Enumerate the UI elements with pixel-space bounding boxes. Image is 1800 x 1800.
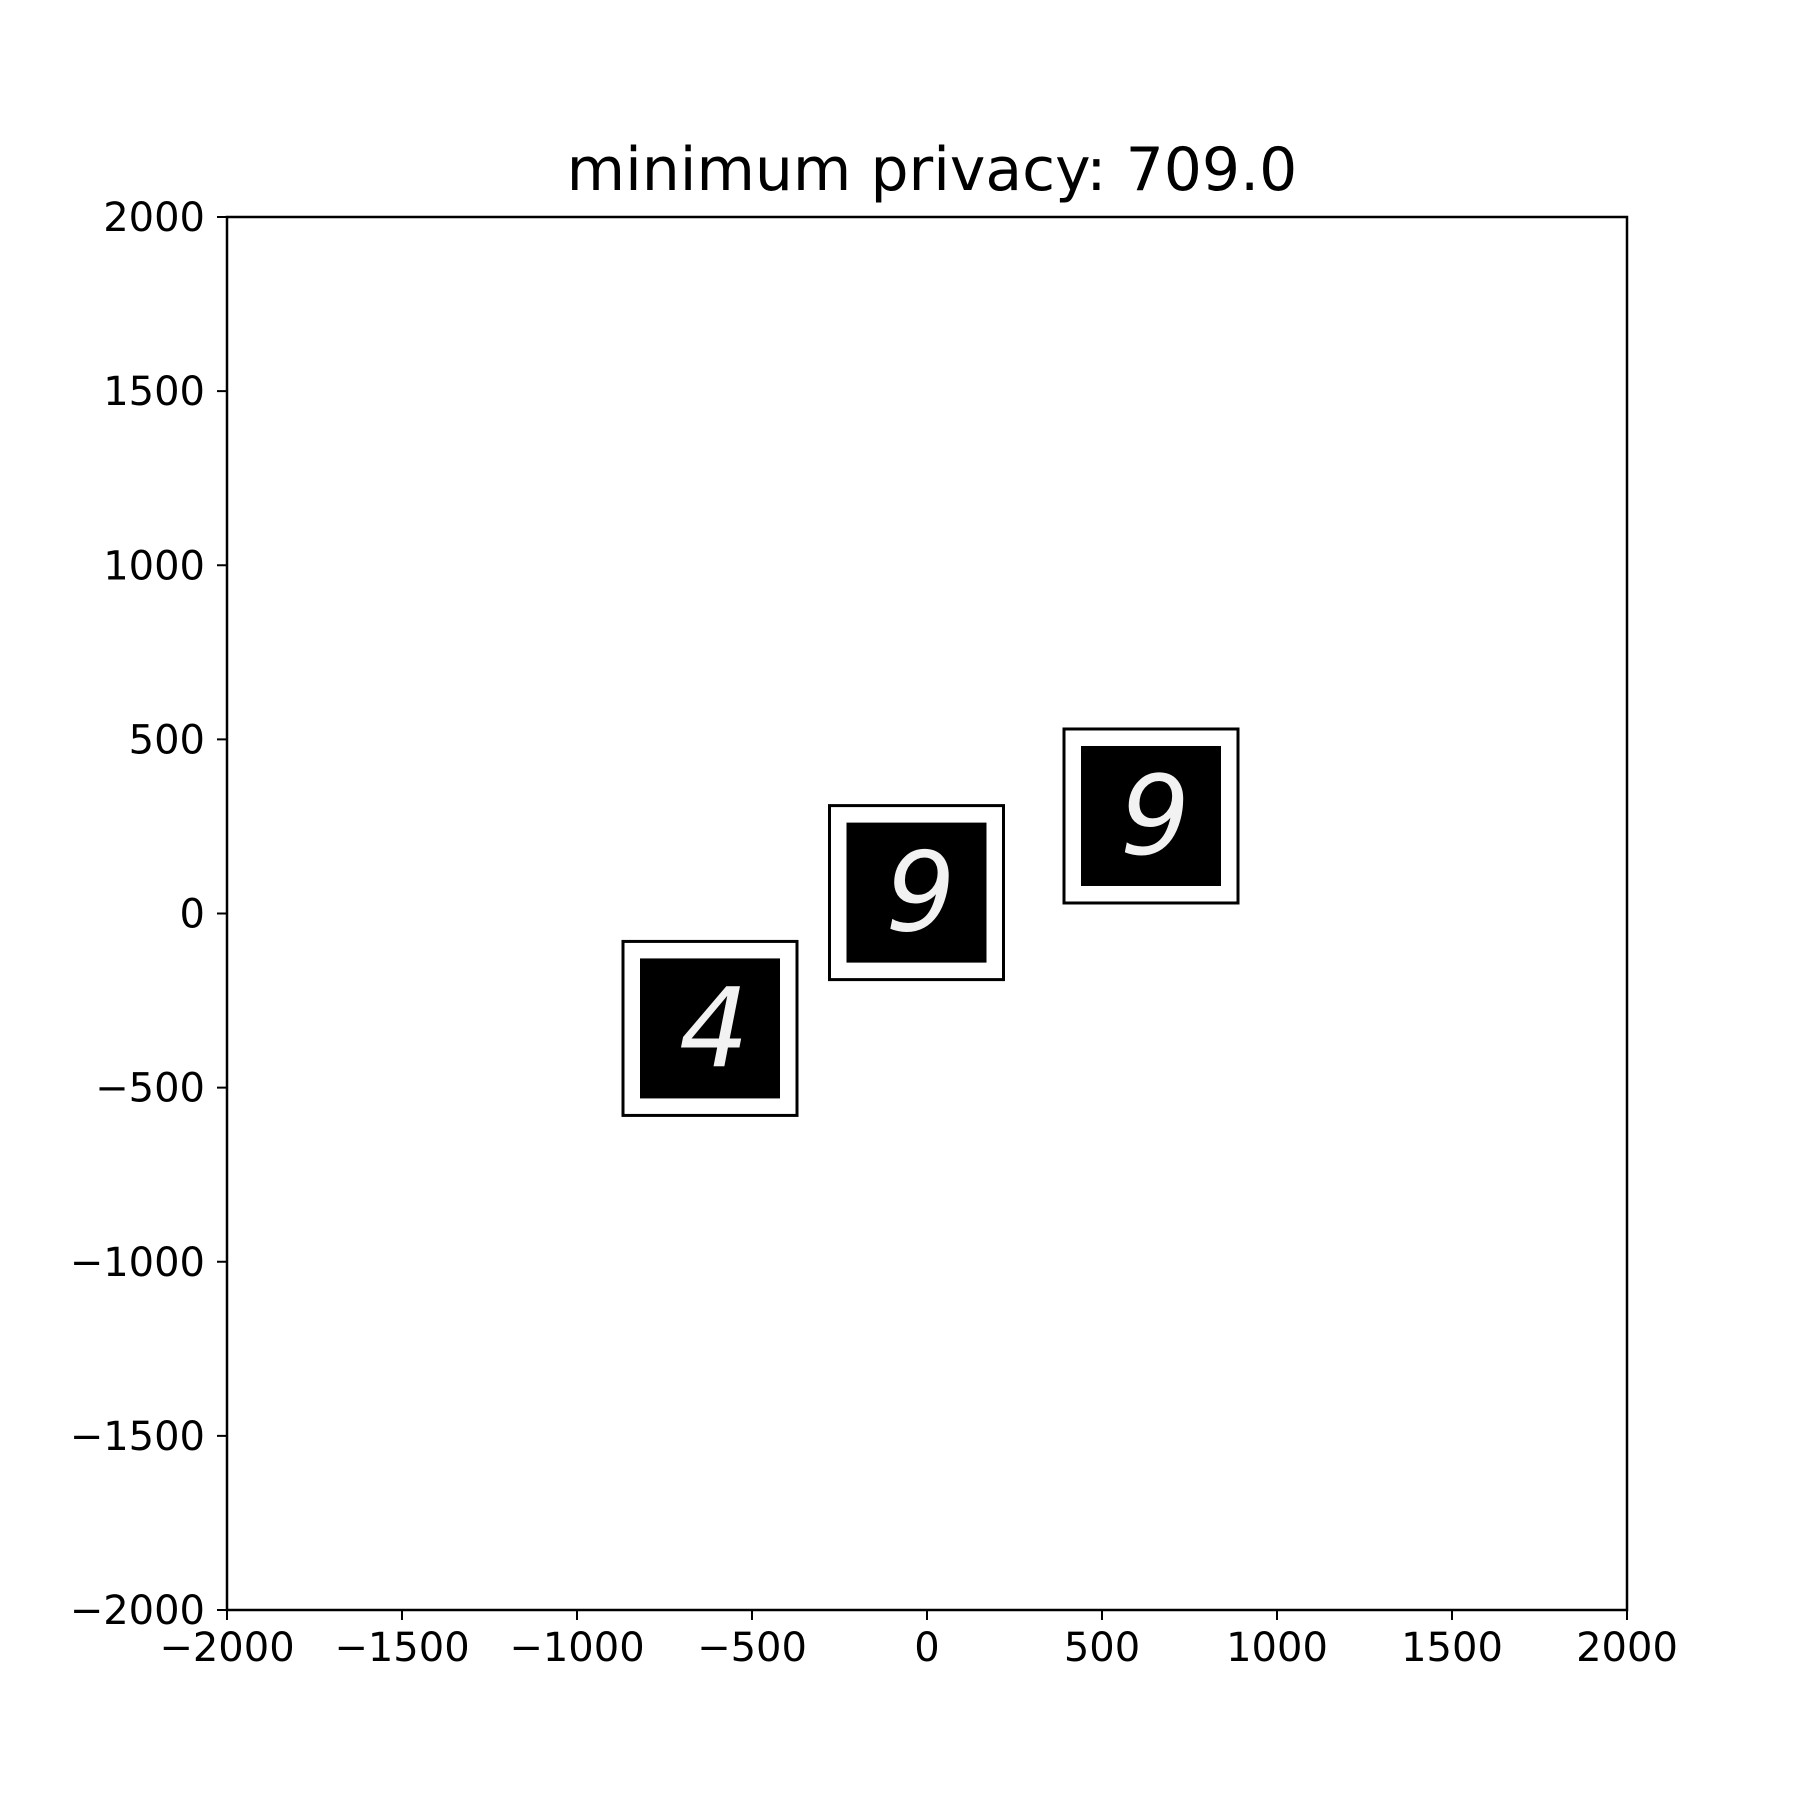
x-tick-label: −2000 — [159, 1625, 294, 1671]
x-axis: −2000 −1500 −1000 −500 0 500 1000 1500 2000 — [159, 1610, 1678, 1671]
x-tick-label: −1500 — [334, 1625, 469, 1671]
y-tick-label: 1000 — [103, 543, 205, 589]
x-tick-label: 1500 — [1401, 1625, 1503, 1671]
y-axis: −2000 −1500 −1000 −500 0 500 1000 1500 2000 — [70, 195, 227, 1634]
chart-title: minimum privacy: 709.0 — [567, 135, 1298, 205]
image-point: 9 — [1062, 727, 1240, 905]
y-tick-label: 1500 — [103, 369, 205, 415]
image-point: 4 — [621, 939, 799, 1117]
image-point: 9 — [828, 804, 1005, 982]
y-tick-label: −1000 — [70, 1240, 205, 1286]
digit-thumbnail — [640, 958, 780, 1099]
x-tick-label: 1000 — [1226, 1625, 1328, 1671]
y-tick-label: −500 — [95, 1066, 205, 1112]
y-tick-label: 2000 — [103, 195, 205, 241]
x-tick-label: −1000 — [509, 1625, 644, 1671]
digit-glyph: 4 — [679, 964, 749, 1092]
y-tick-label: 0 — [180, 892, 205, 938]
digit-glyph: 9 — [886, 829, 956, 957]
x-tick-label: 2000 — [1576, 1625, 1678, 1671]
x-tick-label: 500 — [1064, 1625, 1140, 1671]
x-tick-label: 0 — [914, 1625, 939, 1671]
digit-glyph: 9 — [1120, 752, 1190, 880]
digit-thumbnail — [846, 822, 987, 963]
y-tick-label: −2000 — [70, 1588, 205, 1634]
x-tick-label: −500 — [697, 1625, 807, 1671]
digit-thumbnail — [1081, 745, 1221, 886]
plot-area: 4 9 9 — [621, 727, 1240, 1117]
axes-frame — [225, 215, 1629, 1612]
y-tick-label: −1500 — [70, 1414, 205, 1460]
y-tick-label: 500 — [129, 717, 205, 763]
